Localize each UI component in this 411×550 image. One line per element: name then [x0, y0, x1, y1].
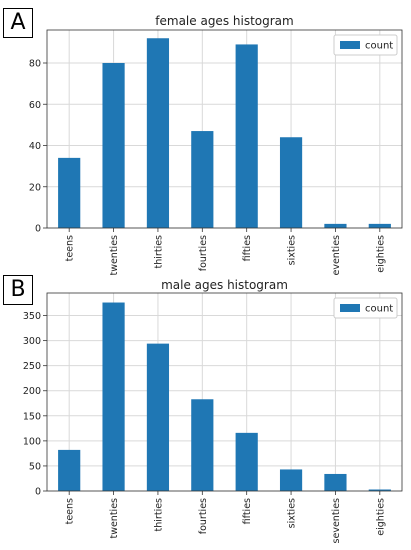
axes-frame [46, 29, 403, 229]
bar-teens [58, 449, 81, 491]
y-tick-label: 0 [35, 487, 41, 498]
male-chart-panel: male ages histogram 0 50 100 150 200 250 300 350… [0, 275, 411, 550]
y-tick-label: 300 [23, 336, 41, 347]
legend-label: count [365, 304, 393, 315]
y-tick-label: 350 [23, 311, 41, 322]
x-tick-label: twenties [109, 235, 120, 275]
legend: count [333, 34, 398, 56]
y-tick-label: 200 [23, 386, 41, 397]
chart-title: female ages histogram [155, 14, 293, 28]
bar-fifties [235, 432, 258, 491]
bar-seventies [324, 473, 347, 491]
bar-fifties [235, 44, 258, 228]
plot-area [47, 293, 402, 492]
chart-title: male ages histogram [161, 278, 288, 292]
bar-twenties [102, 302, 125, 491]
y-tick-label: 0 [35, 224, 41, 235]
x-tick-label: seventies [331, 235, 342, 275]
x-tick-label: fifties [242, 498, 253, 524]
bar-eighties [368, 489, 391, 491]
bar-thirties [146, 38, 170, 228]
bar-seventies [324, 223, 347, 228]
x-tick-label: sixties [287, 498, 298, 528]
panel-label-a: A [3, 8, 33, 38]
legend-swatch [340, 41, 360, 49]
y-tick-label: 40 [29, 141, 41, 152]
y-tick-label: 80 [29, 59, 41, 70]
x-tick-label: sixties [287, 235, 298, 265]
y-tick-label: 150 [23, 411, 41, 422]
x-tick-label: thirties [153, 498, 164, 532]
panel-label-b: B [3, 275, 33, 305]
bar-fourties [191, 131, 214, 228]
x-tick-label: teens [65, 235, 76, 261]
x-tick-label: teens [65, 498, 76, 524]
x-tick-label: twenties [109, 498, 120, 539]
bar-sixties [279, 137, 303, 228]
bar-sixties [279, 469, 303, 491]
x-tick-label: thirties [153, 235, 164, 269]
bar-teens [58, 157, 81, 228]
x-tick-label: eighties [375, 498, 386, 536]
plot-area [47, 30, 402, 229]
x-tick-label: eighties [375, 235, 386, 273]
male-ages-chart: male ages histogram 0 50 100 150 200 250 300 350… [23, 278, 403, 543]
y-tick-label: 100 [23, 436, 41, 447]
female-chart-panel: female ages histogram 0 20 40 60 80 teens twent… [3, 8, 403, 275]
bar-thirties [146, 343, 170, 491]
x-tick-label: fifties [242, 235, 253, 261]
y-tick-label: 60 [29, 100, 41, 111]
y-tick-label: 20 [29, 182, 41, 193]
female-ages-chart: female ages histogram 0 20 40 60 80 teens twent… [29, 14, 403, 275]
legend: count [333, 297, 398, 319]
bar-eighties [368, 223, 391, 228]
y-tick-label: 50 [29, 461, 41, 472]
axes-frame [46, 292, 403, 492]
legend-label: count [365, 41, 393, 52]
legend-box [333, 297, 398, 319]
bar-fourties [191, 399, 214, 491]
y-tick-label: 250 [23, 361, 41, 372]
x-tick-label: fourties [198, 498, 209, 534]
x-tick-label: fourties [198, 235, 209, 271]
legend-swatch [340, 304, 360, 312]
bar-twenties [102, 63, 125, 228]
x-tick-label: seventies [331, 498, 342, 543]
legend-box [333, 34, 398, 56]
